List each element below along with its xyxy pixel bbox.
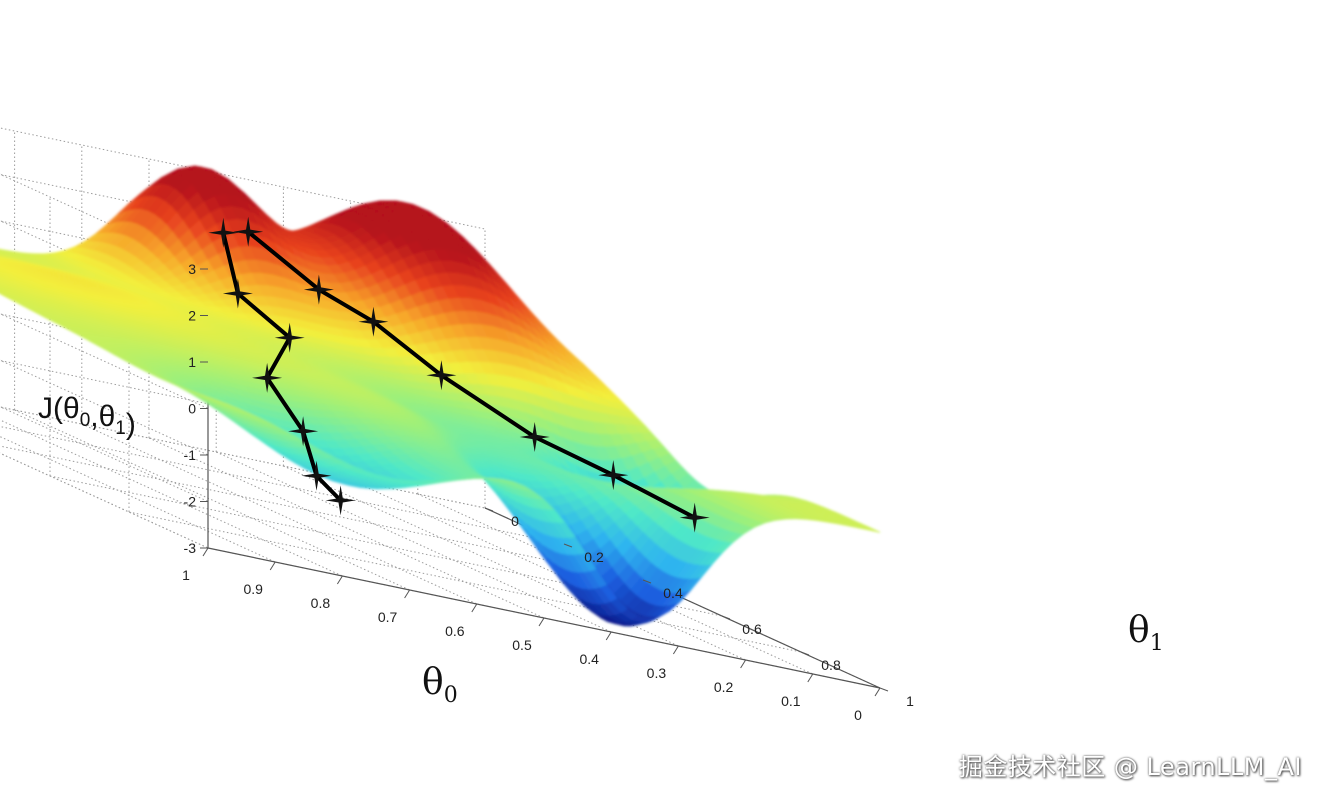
x-tick-label: 0.5: [512, 637, 532, 653]
z-tick-label: 2: [188, 308, 196, 324]
z-tick-label: 1: [188, 354, 196, 370]
z-tick-label: -3: [184, 540, 197, 556]
z-tick-label: -2: [184, 494, 197, 510]
z-tick-label: -1: [184, 447, 197, 463]
y-tick-label: 0.6: [742, 621, 762, 637]
x-tick-label: 1: [182, 567, 190, 583]
y-tick-label: 0.4: [663, 585, 683, 601]
z-tick-label: 3: [188, 261, 196, 277]
watermark: 掘金技术社区 @ LearnLLM_AI: [958, 753, 1302, 781]
y-tick-label: 1: [906, 693, 914, 709]
x-tick-label: 0.2: [714, 679, 734, 695]
y-tick-label: 0.2: [584, 549, 604, 565]
y-tick-label: 0: [511, 513, 519, 529]
x-tick-label: 0.6: [445, 623, 465, 639]
y-axis-label: θ1: [1128, 610, 1164, 656]
x-tick-label: 0.4: [579, 651, 599, 667]
cost-surface: [0, 165, 881, 627]
y-tick-label: 0.8: [821, 657, 841, 673]
x-tick-label: 0.7: [378, 609, 398, 625]
x-tick-label: 0.8: [311, 595, 331, 611]
x-tick-label: 0.9: [243, 581, 263, 597]
x-tick-label: 0: [854, 707, 862, 723]
x-axis-label: θ0: [422, 662, 458, 708]
x-tick-label: 0.3: [647, 665, 667, 681]
z-tick-label: 0: [188, 401, 196, 417]
x-tick-label: 0.1: [781, 693, 801, 709]
